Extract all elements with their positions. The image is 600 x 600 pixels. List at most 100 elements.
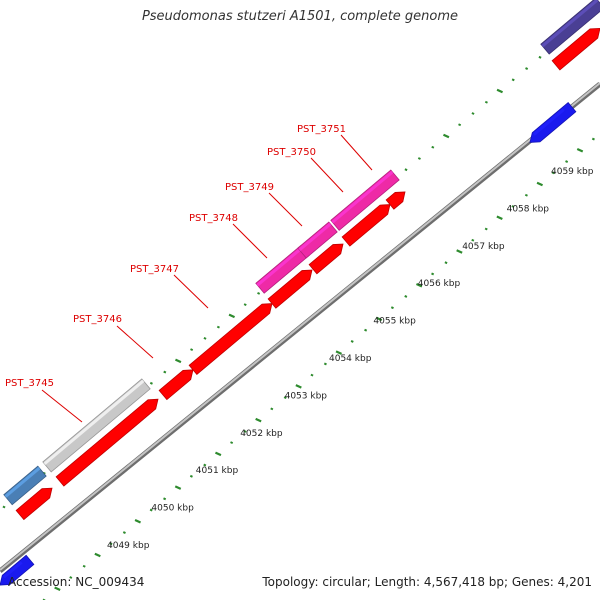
gene-label-pst-3746[interactable]: PST_3746 (73, 314, 122, 325)
outer-tick (174, 358, 182, 364)
callout-line (173, 274, 209, 309)
outer-tick (525, 67, 529, 70)
feature-body (341, 204, 391, 247)
callout-line (41, 389, 83, 423)
inner-tick (283, 396, 287, 400)
outer-tick (538, 55, 542, 59)
inner-tick (255, 417, 262, 423)
feature-grey[interactable] (42, 378, 151, 473)
feature-body (297, 221, 338, 259)
gene-block-top[interactable] (551, 24, 600, 71)
gene-block-3744[interactable] (15, 484, 56, 521)
ruler-label: 4054 kbp (329, 354, 372, 364)
feature-highlight (165, 371, 186, 389)
feature-body (529, 101, 577, 143)
feature-highlight (4, 466, 41, 498)
inner-tick (404, 295, 408, 298)
feature-body (308, 243, 344, 275)
inner-tick (511, 205, 515, 208)
gene-block-3750[interactable] (341, 200, 394, 247)
gene-block-3749[interactable] (308, 239, 347, 275)
inner-tick (94, 552, 101, 558)
gene-label-pst-3749[interactable]: PST_3749 (225, 182, 274, 193)
feature-body (3, 465, 47, 506)
gene-reverse-top[interactable] (526, 101, 577, 147)
gene-block-3746[interactable] (158, 365, 197, 401)
inner-tick (565, 160, 569, 163)
gene-label-pst-3750[interactable]: PST_3750 (267, 147, 316, 158)
outer-tick (404, 168, 408, 172)
ruler-label: 4056 kbp (418, 279, 461, 289)
inner-tick (189, 474, 193, 478)
feature-steelblue[interactable] (3, 465, 47, 506)
feature-highlight (274, 271, 305, 297)
outer-tick (163, 370, 167, 374)
feature-magenta-3751[interactable] (330, 169, 400, 231)
inner-tick (295, 384, 302, 389)
outer-tick (442, 133, 450, 139)
ruler-label: 4058 kbp (507, 204, 550, 214)
feature-body (540, 0, 600, 55)
feature-highlight (195, 304, 265, 364)
inner-tick (431, 272, 435, 276)
feature-highlight (2, 561, 23, 579)
gene-reverse-bottom[interactable] (0, 554, 35, 589)
accession-text: Accession: NC_009434 (8, 575, 145, 589)
inner-tick (364, 328, 368, 332)
outer-tick (228, 313, 236, 319)
feature-body (15, 487, 53, 521)
feature-body (42, 378, 151, 473)
inner-tick-track (42, 137, 595, 600)
inner-tick (230, 441, 234, 445)
inner-tick (109, 542, 113, 546)
gene-block-3745[interactable] (55, 395, 162, 487)
feature-body (158, 369, 194, 401)
ruler-label: 4055 kbp (373, 317, 416, 327)
inner-tick (471, 238, 475, 242)
outer-tick (257, 291, 261, 295)
inner-tick (415, 282, 423, 288)
outer-tick (243, 303, 247, 307)
gene-block-3748[interactable] (267, 265, 316, 309)
feature-highlight (43, 379, 145, 466)
outer-tick (149, 381, 153, 385)
inner-tick (149, 508, 153, 512)
callout-line (310, 157, 344, 193)
feature-highlight (558, 29, 593, 59)
inner-tick (214, 451, 222, 457)
feature-highlight (392, 193, 398, 199)
outer-tick (496, 88, 504, 94)
outer-tick (417, 157, 421, 160)
inner-tick (310, 373, 314, 377)
feature-body (385, 191, 406, 210)
gene-label-pst-3745[interactable]: PST_3745 (5, 378, 54, 389)
outer-tick (511, 78, 515, 82)
ruler-labels: 4049 kbp 4050 kbp 4051 kbp 4052 kbp 4053 kbp… (107, 167, 594, 551)
inner-tick (456, 249, 463, 254)
feature-navy[interactable] (540, 0, 600, 55)
gene-label-pst-3747[interactable]: PST_3747 (130, 264, 179, 275)
inner-tick (174, 485, 182, 490)
feature-body (55, 398, 159, 487)
inner-tick (335, 350, 343, 355)
gene-block-3751[interactable] (385, 187, 409, 210)
inner-tick (134, 519, 142, 524)
feature-magenta-3750[interactable] (297, 221, 338, 259)
inner-tick (524, 193, 528, 197)
inner-tick (375, 316, 383, 322)
outer-tick (458, 123, 462, 127)
feature-body (188, 303, 273, 376)
feature-highlight (62, 400, 151, 475)
inner-tick (243, 429, 247, 433)
inner-tick (591, 137, 595, 141)
outer-tick (471, 112, 475, 115)
gene-block-3747[interactable] (188, 299, 276, 376)
outer-tick (190, 348, 194, 352)
callout-line (268, 192, 303, 227)
gene-label-pst-3748[interactable]: PST_3748 (189, 213, 238, 224)
feature-body (0, 554, 35, 586)
inner-tick (69, 576, 73, 579)
gene-label-pst-3751[interactable]: PST_3751 (297, 124, 346, 135)
